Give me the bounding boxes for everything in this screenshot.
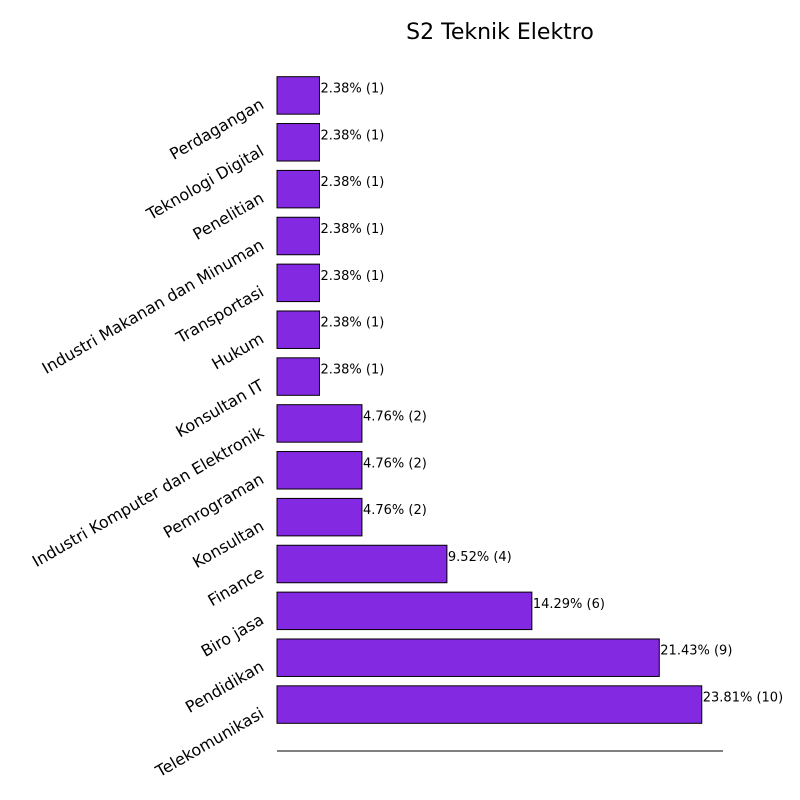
bar bbox=[276, 357, 320, 396]
bar bbox=[276, 263, 320, 303]
data-label: 9.52% (4) bbox=[448, 550, 512, 565]
bar bbox=[276, 591, 533, 631]
data-label: 2.38% (1) bbox=[320, 269, 384, 284]
y-tick-label: Finance bbox=[204, 563, 267, 610]
bar bbox=[276, 76, 320, 115]
data-label: 21.43% (9) bbox=[660, 644, 732, 659]
y-tick-label: Hukum bbox=[208, 329, 267, 374]
data-label: 4.76% (2) bbox=[363, 456, 427, 471]
y-tick-label: Biro jasa bbox=[198, 610, 267, 661]
data-label: 4.76% (2) bbox=[363, 409, 427, 424]
y-tick-label: Telekomunikasi bbox=[151, 704, 267, 782]
bars-group bbox=[276, 76, 703, 724]
bar bbox=[276, 310, 320, 349]
data-label: 2.38% (1) bbox=[320, 222, 384, 237]
bar bbox=[276, 544, 448, 584]
bar bbox=[276, 169, 320, 209]
bar bbox=[276, 216, 320, 256]
data-label: 23.81% (10) bbox=[703, 691, 783, 706]
bar bbox=[276, 451, 363, 490]
data-label: 14.29% (6) bbox=[533, 597, 605, 612]
data-label: 2.38% (1) bbox=[320, 316, 384, 331]
bar bbox=[276, 685, 703, 724]
data-label: 2.38% (1) bbox=[320, 81, 384, 96]
bar bbox=[276, 497, 363, 537]
data-label: 2.38% (1) bbox=[320, 175, 384, 190]
data-label: 4.76% (2) bbox=[363, 503, 427, 518]
bar bbox=[276, 638, 660, 677]
bar bbox=[276, 123, 320, 162]
bar bbox=[276, 404, 363, 443]
data-label: 2.38% (1) bbox=[320, 128, 384, 143]
data-labels-group: 23.81% (10) 21.43% (9) 14.29% (6) 9.52% (4)… bbox=[320, 81, 783, 705]
data-label: 2.38% (1) bbox=[320, 363, 384, 378]
chart-title: S2 Teknik Elektro bbox=[406, 20, 594, 45]
